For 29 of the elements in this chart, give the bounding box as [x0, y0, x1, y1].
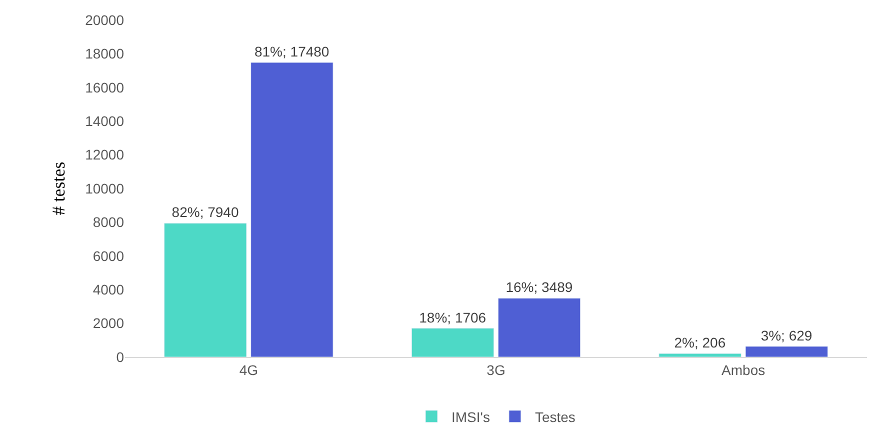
y-tick-label: 18000 [85, 46, 124, 62]
y-tick-label: 8000 [92, 214, 124, 230]
y-tick-label: 6000 [92, 248, 124, 264]
bar [411, 328, 494, 357]
legend-label: Testes [534, 408, 576, 425]
bar [745, 346, 828, 357]
y-tick-label: 14000 [85, 113, 124, 129]
y-axis-title: # testes [48, 162, 68, 216]
bar [164, 222, 247, 357]
y-tick-label: 2000 [92, 315, 124, 332]
bar [498, 298, 581, 357]
x-tick-label: 4G [239, 362, 258, 378]
legend-label: IMSI's [452, 408, 490, 425]
data-label: 81%; 17480 [254, 43, 330, 60]
y-tick-label: 4000 [92, 282, 124, 298]
data-label: 2%; 206 [674, 334, 726, 351]
y-tick-label: 12000 [85, 146, 124, 163]
y-tick-label: 10000 [85, 180, 124, 196]
data-label: 3%; 629 [760, 327, 812, 344]
y-tick-label: 16000 [85, 79, 124, 96]
x-tick-label: Ambos [722, 362, 766, 378]
data-label: 82%; 7940 [172, 204, 239, 220]
y-tick-label: 20000 [85, 12, 124, 28]
x-tick-label: 3G [486, 362, 506, 378]
data-label: 18%; 1706 [419, 309, 486, 326]
data-label: 16%; 3489 [506, 279, 573, 296]
bar [658, 353, 742, 357]
y-tick-label: 0 [116, 348, 124, 365]
bar [250, 62, 334, 357]
